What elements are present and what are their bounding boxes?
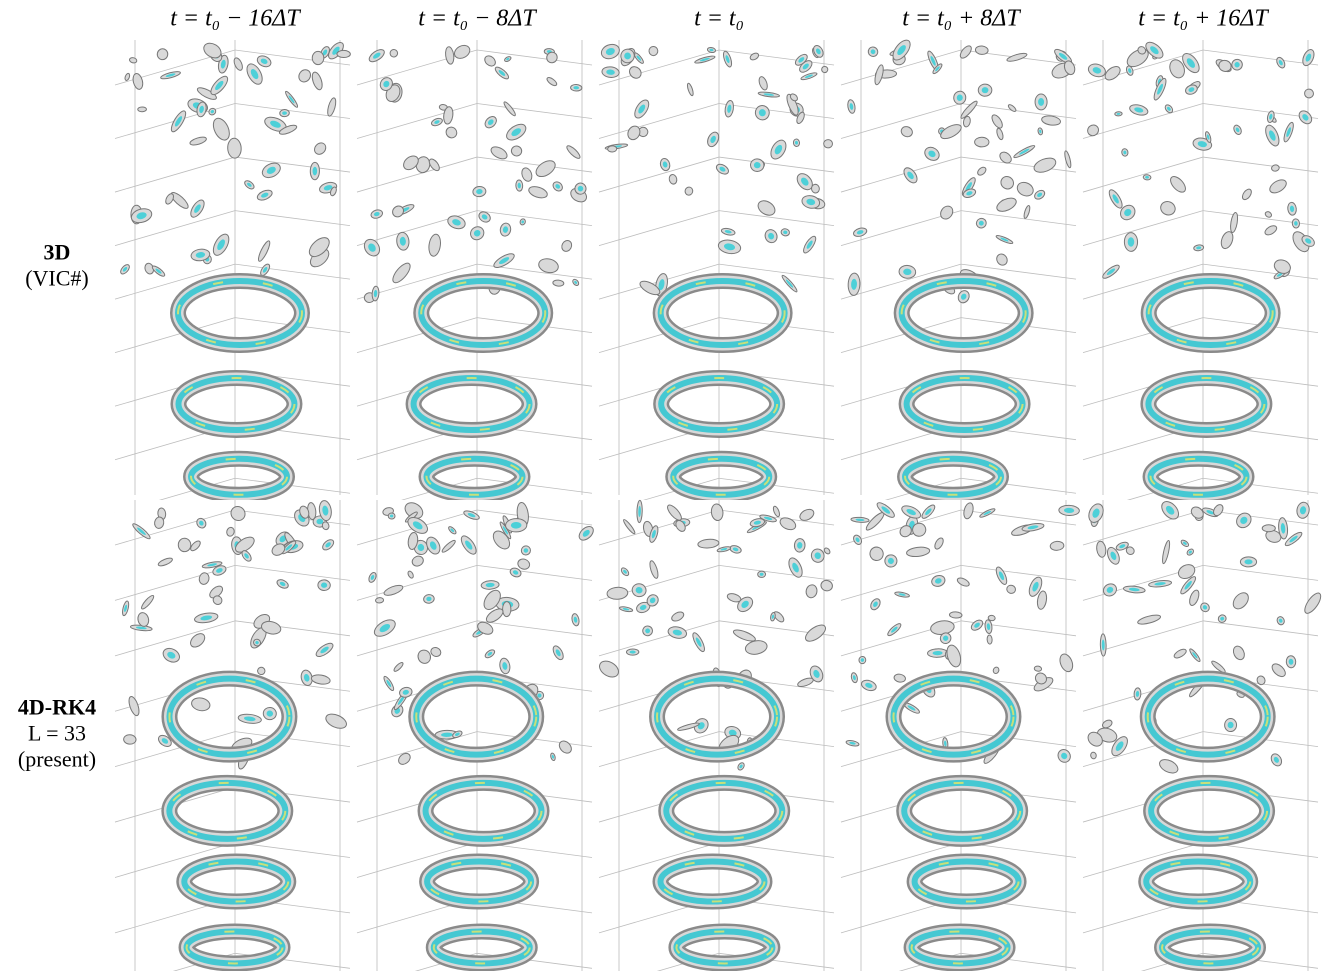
row-label: 4D-RK4	[18, 695, 96, 720]
figure: t = t₀ − 16ΔT t = t₀ − 8ΔT t = t₀ t = t₀ + …	[0, 0, 1323, 971]
row-label: 3D	[44, 240, 71, 265]
vortex-blob	[608, 146, 617, 152]
vortex-blob	[503, 602, 511, 617]
column-header: t = t₀ − 16ΔT	[170, 6, 301, 32]
panel	[1083, 498, 1323, 971]
vortex-blob	[824, 139, 833, 148]
vortex-blob	[337, 50, 351, 57]
column-header: t = t₀ + 8ΔT	[902, 6, 1021, 32]
column-header: t = t₀ + 16ΔT	[1138, 6, 1269, 32]
vortex-blob	[1262, 525, 1275, 532]
vortex-blob	[138, 107, 147, 112]
vortex-blob	[1034, 666, 1042, 672]
panel	[357, 500, 597, 971]
vortex-blob	[821, 66, 828, 73]
column-header: t = t₀	[694, 6, 744, 32]
vortex-blob	[1271, 164, 1280, 171]
row-label: (VIC#)	[25, 266, 89, 291]
vortex-blob	[988, 615, 995, 621]
row-label: (present)	[18, 747, 96, 772]
panel	[599, 40, 839, 513]
vortex-blob	[975, 137, 989, 147]
panel	[115, 40, 355, 513]
column-header: t = t₀ − 8ΔT	[418, 6, 537, 32]
panel	[597, 500, 839, 971]
panel	[357, 40, 597, 513]
vortex-blob	[987, 635, 993, 644]
vortex-blob	[123, 734, 136, 744]
panel	[841, 37, 1081, 513]
vortex-blob	[312, 51, 324, 64]
panel	[841, 500, 1081, 971]
vortex-blob	[178, 538, 191, 552]
vortex-blob	[649, 46, 659, 56]
panel	[1083, 39, 1323, 513]
row-label: L = 33	[28, 721, 86, 746]
vortex-blob	[949, 612, 962, 619]
panel	[115, 500, 355, 971]
vortex-blob	[375, 597, 384, 603]
vortex-core	[1244, 559, 1252, 564]
